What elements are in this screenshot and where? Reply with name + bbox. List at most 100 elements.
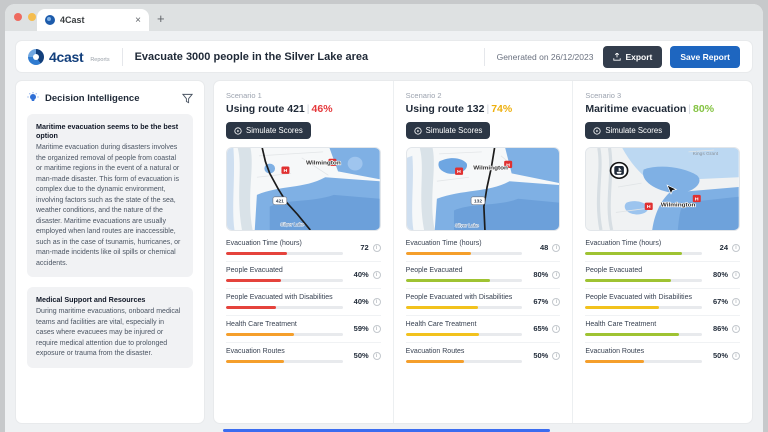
progress-fill xyxy=(226,333,294,336)
cursor-icon xyxy=(666,184,678,195)
route-132-map[interactable]: 132 H H Wilmington Silver Lake xyxy=(405,147,561,231)
export-button[interactable]: Export xyxy=(603,45,663,68)
info-icon[interactable] xyxy=(372,324,381,333)
simulate-scores-button[interactable]: Simulate Scores xyxy=(226,122,311,139)
metric-row: People Evacuated with Disabilities 67% xyxy=(405,288,561,315)
progress-fill xyxy=(226,306,277,309)
lightbulb-icon xyxy=(27,92,39,101)
progress-fill xyxy=(226,252,287,255)
info-icon[interactable] xyxy=(372,297,381,306)
new-tab-button[interactable]: + xyxy=(157,11,165,26)
progress-track xyxy=(585,333,703,336)
metric-row: Evacuation Routes 50% xyxy=(585,342,741,369)
metric-label: Evacuation Routes xyxy=(226,348,285,355)
metric-label: Health Care Treatment xyxy=(585,321,657,328)
scenario-title: Using route 421 | 46% xyxy=(226,103,381,115)
progress-track xyxy=(226,333,343,336)
area-label: Kings Grant xyxy=(693,151,719,156)
info-icon[interactable] xyxy=(372,351,381,360)
scenario-label: Scenario 3 xyxy=(585,91,622,100)
maritime-evacuation-map[interactable]: Kings Grant H H Wilmington xyxy=(585,147,741,231)
progress-track xyxy=(226,306,343,309)
city-label: Wilmington xyxy=(306,160,341,167)
horizontal-scrollbar[interactable] xyxy=(223,429,550,432)
info-icon[interactable] xyxy=(732,297,741,306)
decision-intelligence-sidebar: Decision Intelligence Maritime evacuatio… xyxy=(15,80,205,424)
metric-value: 72 xyxy=(360,243,369,252)
scenario-title-text: Maritime evacuation xyxy=(585,103,687,115)
info-icon[interactable] xyxy=(732,324,741,333)
filter-icon[interactable] xyxy=(182,93,193,104)
svg-text:H: H xyxy=(695,197,699,203)
metric-label: People Evacuated with Disabilities xyxy=(405,294,513,301)
simulate-icon xyxy=(414,126,422,135)
route-shield: 421 xyxy=(276,199,284,204)
simulate-scores-button[interactable]: Simulate Scores xyxy=(585,122,671,139)
progress-fill xyxy=(585,279,671,282)
info-icon[interactable] xyxy=(732,351,741,360)
route-shield: 132 xyxy=(474,199,482,204)
info-icon[interactable] xyxy=(552,324,561,333)
metric-value: 65% xyxy=(533,324,549,333)
metric-value: 86% xyxy=(713,324,729,333)
browser-tab[interactable]: 4Cast × xyxy=(37,9,149,31)
metric-value: 50% xyxy=(353,351,369,360)
metric-row: Evacuation Time (hours) 72 xyxy=(226,235,381,261)
metrics-list: Evacuation Time (hours) 48 People Evacua… xyxy=(405,235,561,369)
route-421-map[interactable]: 421 H H Wilmington Silver Lake xyxy=(226,147,381,231)
scenario-title-text: Using route 132 xyxy=(405,103,485,115)
metric-label: People Evacuated xyxy=(585,267,643,274)
progress-track xyxy=(585,306,703,309)
page-title: Evacuate 3000 people in the Silver Lake … xyxy=(134,50,369,63)
generated-date: Generated on 26/12/2023 xyxy=(496,51,594,62)
app-logo: 4cast Reports xyxy=(28,48,110,65)
info-icon[interactable] xyxy=(552,351,561,360)
insight-card: Maritime evacuation seems to be the best… xyxy=(27,114,193,277)
info-icon[interactable] xyxy=(552,270,561,279)
info-icon[interactable] xyxy=(372,270,381,279)
browser-window: 4Cast × + 4cast Reports Evacuate 3000 pe… xyxy=(5,4,763,432)
close-window-button[interactable] xyxy=(14,13,22,21)
minimize-window-button[interactable] xyxy=(28,13,36,21)
metric-label: Evacuation Routes xyxy=(405,348,465,355)
scenario-2-column: Scenario 2 Using route 132 | 74% Simulate … xyxy=(392,81,573,423)
svg-text:H: H xyxy=(506,162,510,168)
metric-label: Evacuation Time (hours) xyxy=(226,240,302,247)
progress-fill xyxy=(585,252,683,255)
city-label: Wilmington xyxy=(661,202,696,209)
info-icon[interactable] xyxy=(732,270,741,279)
info-icon[interactable] xyxy=(552,297,561,306)
progress-fill xyxy=(585,333,679,336)
insight-heading: Medical Support and Resources xyxy=(36,295,146,304)
insight-body: During maritime evacuations, onboard med… xyxy=(36,308,181,357)
progress-track xyxy=(405,333,523,336)
info-icon[interactable] xyxy=(732,243,741,252)
metric-value: 67% xyxy=(713,297,729,306)
metrics-list: Evacuation Time (hours) 72 People Evacua… xyxy=(226,235,381,369)
metric-label: Health Care Treatment xyxy=(226,321,297,328)
scenario-label: Scenario 1 xyxy=(226,91,262,100)
metric-value: 50% xyxy=(713,351,729,360)
progress-fill xyxy=(226,360,285,363)
metric-row: Health Care Treatment 86% xyxy=(585,315,741,342)
tab-close-icon[interactable]: × xyxy=(135,14,141,26)
save-report-button[interactable]: Save Report xyxy=(670,45,740,68)
metric-label: People Evacuated xyxy=(226,267,283,274)
metric-label: Health Care Treatment xyxy=(405,321,477,328)
hospital-marker-icon xyxy=(454,167,463,175)
simulate-scores-label: Simulate Scores xyxy=(605,126,663,135)
metrics-list: Evacuation Time (hours) 24 People Evacua… xyxy=(585,235,741,369)
simulate-scores-button[interactable]: Simulate Scores xyxy=(405,122,491,139)
metric-row: Health Care Treatment 65% xyxy=(405,315,561,342)
metric-row: Health Care Treatment 59% xyxy=(226,315,381,342)
info-icon[interactable] xyxy=(372,243,381,252)
scenario-title: Using route 132 | 74% xyxy=(406,103,561,115)
progress-track xyxy=(226,279,343,282)
title-separator: | xyxy=(688,103,692,115)
export-label: Export xyxy=(625,51,653,62)
info-icon[interactable] xyxy=(552,243,561,252)
metric-value: 40% xyxy=(353,270,369,279)
simulate-icon xyxy=(593,126,601,135)
scenario-1-column: Scenario 1 Using route 421 | 46% Simulate … xyxy=(214,81,393,423)
progress-track xyxy=(585,279,703,282)
